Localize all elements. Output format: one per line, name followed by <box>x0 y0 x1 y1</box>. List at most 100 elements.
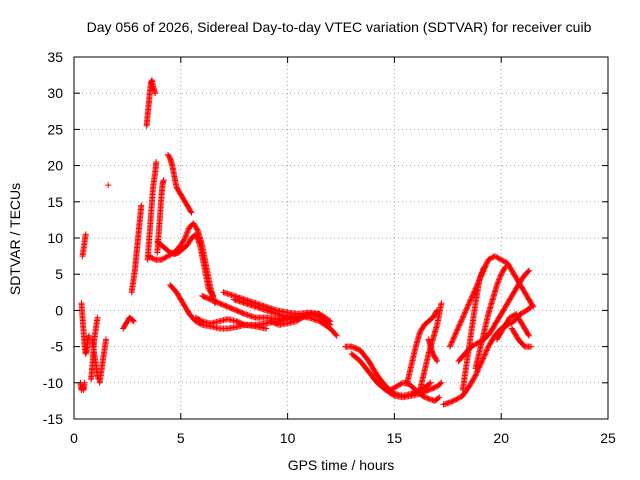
data-point <box>481 352 488 359</box>
data-point <box>164 253 171 260</box>
data-point <box>452 330 459 337</box>
data-point <box>467 296 474 303</box>
data-point <box>129 316 136 323</box>
data-point <box>497 272 504 279</box>
data-point <box>390 392 397 399</box>
data-point <box>482 350 489 357</box>
series-arc-7 <box>105 182 112 189</box>
data-point <box>463 305 470 312</box>
x-tick-label: 20 <box>493 430 509 446</box>
data-point <box>469 292 476 299</box>
data-point <box>194 236 201 243</box>
data-point <box>153 158 160 165</box>
data-point <box>446 343 453 350</box>
data-point <box>459 315 466 322</box>
data-point <box>484 259 491 266</box>
data-point <box>161 255 168 262</box>
data-point <box>497 273 504 280</box>
data-point <box>454 326 461 333</box>
data-point <box>183 230 190 237</box>
data-point <box>470 290 477 297</box>
y-tick-label: 5 <box>55 266 63 282</box>
data-point <box>130 318 137 325</box>
data-point <box>485 256 492 263</box>
data-point <box>471 373 478 380</box>
data-point <box>426 380 433 387</box>
data-point <box>483 348 490 355</box>
data-points <box>77 77 537 408</box>
data-point <box>397 381 404 388</box>
data-point <box>528 343 535 350</box>
data-point <box>193 232 200 239</box>
data-point <box>85 332 92 339</box>
data-point <box>81 379 88 386</box>
data-point <box>464 304 471 311</box>
data-point <box>438 300 445 307</box>
data-point <box>483 260 490 267</box>
y-tick-labels: -15 -10 -5 0 5 10 15 20 25 30 35 <box>43 49 63 427</box>
data-point <box>388 386 395 393</box>
data-point <box>473 371 480 378</box>
data-point <box>423 394 430 401</box>
series-arc-10 <box>143 77 159 129</box>
data-point <box>387 387 394 394</box>
data-point <box>434 358 441 365</box>
data-point <box>456 321 463 328</box>
data-point <box>462 309 469 316</box>
y-tick-label: -10 <box>43 375 63 391</box>
x-tick-label: 5 <box>177 430 185 446</box>
y-tick-label: -15 <box>43 411 63 427</box>
data-point <box>147 253 154 260</box>
data-point <box>479 268 486 275</box>
data-point <box>433 356 440 363</box>
data-point <box>182 233 189 240</box>
data-point <box>495 277 502 284</box>
data-point <box>525 332 532 339</box>
series-arc-8 <box>120 314 137 332</box>
data-point <box>468 294 475 301</box>
y-tick-label: -5 <box>51 339 64 355</box>
data-point <box>467 297 474 304</box>
data-point <box>477 362 484 369</box>
data-point <box>448 398 455 405</box>
data-point <box>496 275 503 282</box>
data-point <box>195 316 202 323</box>
data-point <box>476 363 483 370</box>
data-point <box>464 302 471 309</box>
data-point <box>466 298 473 305</box>
data-point <box>162 254 169 261</box>
y-axis-label: SDTVAR / TECUs <box>7 183 23 295</box>
series-arc-31 <box>459 263 488 394</box>
data-point <box>494 279 501 286</box>
y-tick-label: 35 <box>47 49 63 65</box>
data-point <box>240 310 247 317</box>
data-point <box>195 238 202 245</box>
series-arc-1 <box>77 379 88 394</box>
data-point <box>480 355 487 362</box>
y-tick-label: 10 <box>47 230 63 246</box>
data-point <box>480 265 487 272</box>
series-arc-34 <box>508 325 535 350</box>
data-point <box>300 313 307 320</box>
data-point <box>158 256 165 263</box>
series-arc-32 <box>472 263 509 372</box>
data-point <box>530 303 537 310</box>
data-point <box>150 255 157 262</box>
data-point <box>493 282 500 289</box>
data-point <box>149 255 156 262</box>
data-point <box>182 235 189 241</box>
data-point <box>495 255 502 262</box>
data-point <box>455 325 462 332</box>
data-point <box>94 314 101 321</box>
data-point <box>454 395 461 402</box>
data-point <box>185 226 192 233</box>
data-point <box>518 310 525 317</box>
series-arc-11 <box>144 158 160 263</box>
series-arc-2 <box>78 300 92 357</box>
data-point <box>103 336 110 343</box>
data-point <box>82 231 89 238</box>
data-point <box>489 254 496 261</box>
series-arc-6 <box>96 336 110 386</box>
data-point <box>479 356 486 363</box>
data-point <box>419 392 426 399</box>
